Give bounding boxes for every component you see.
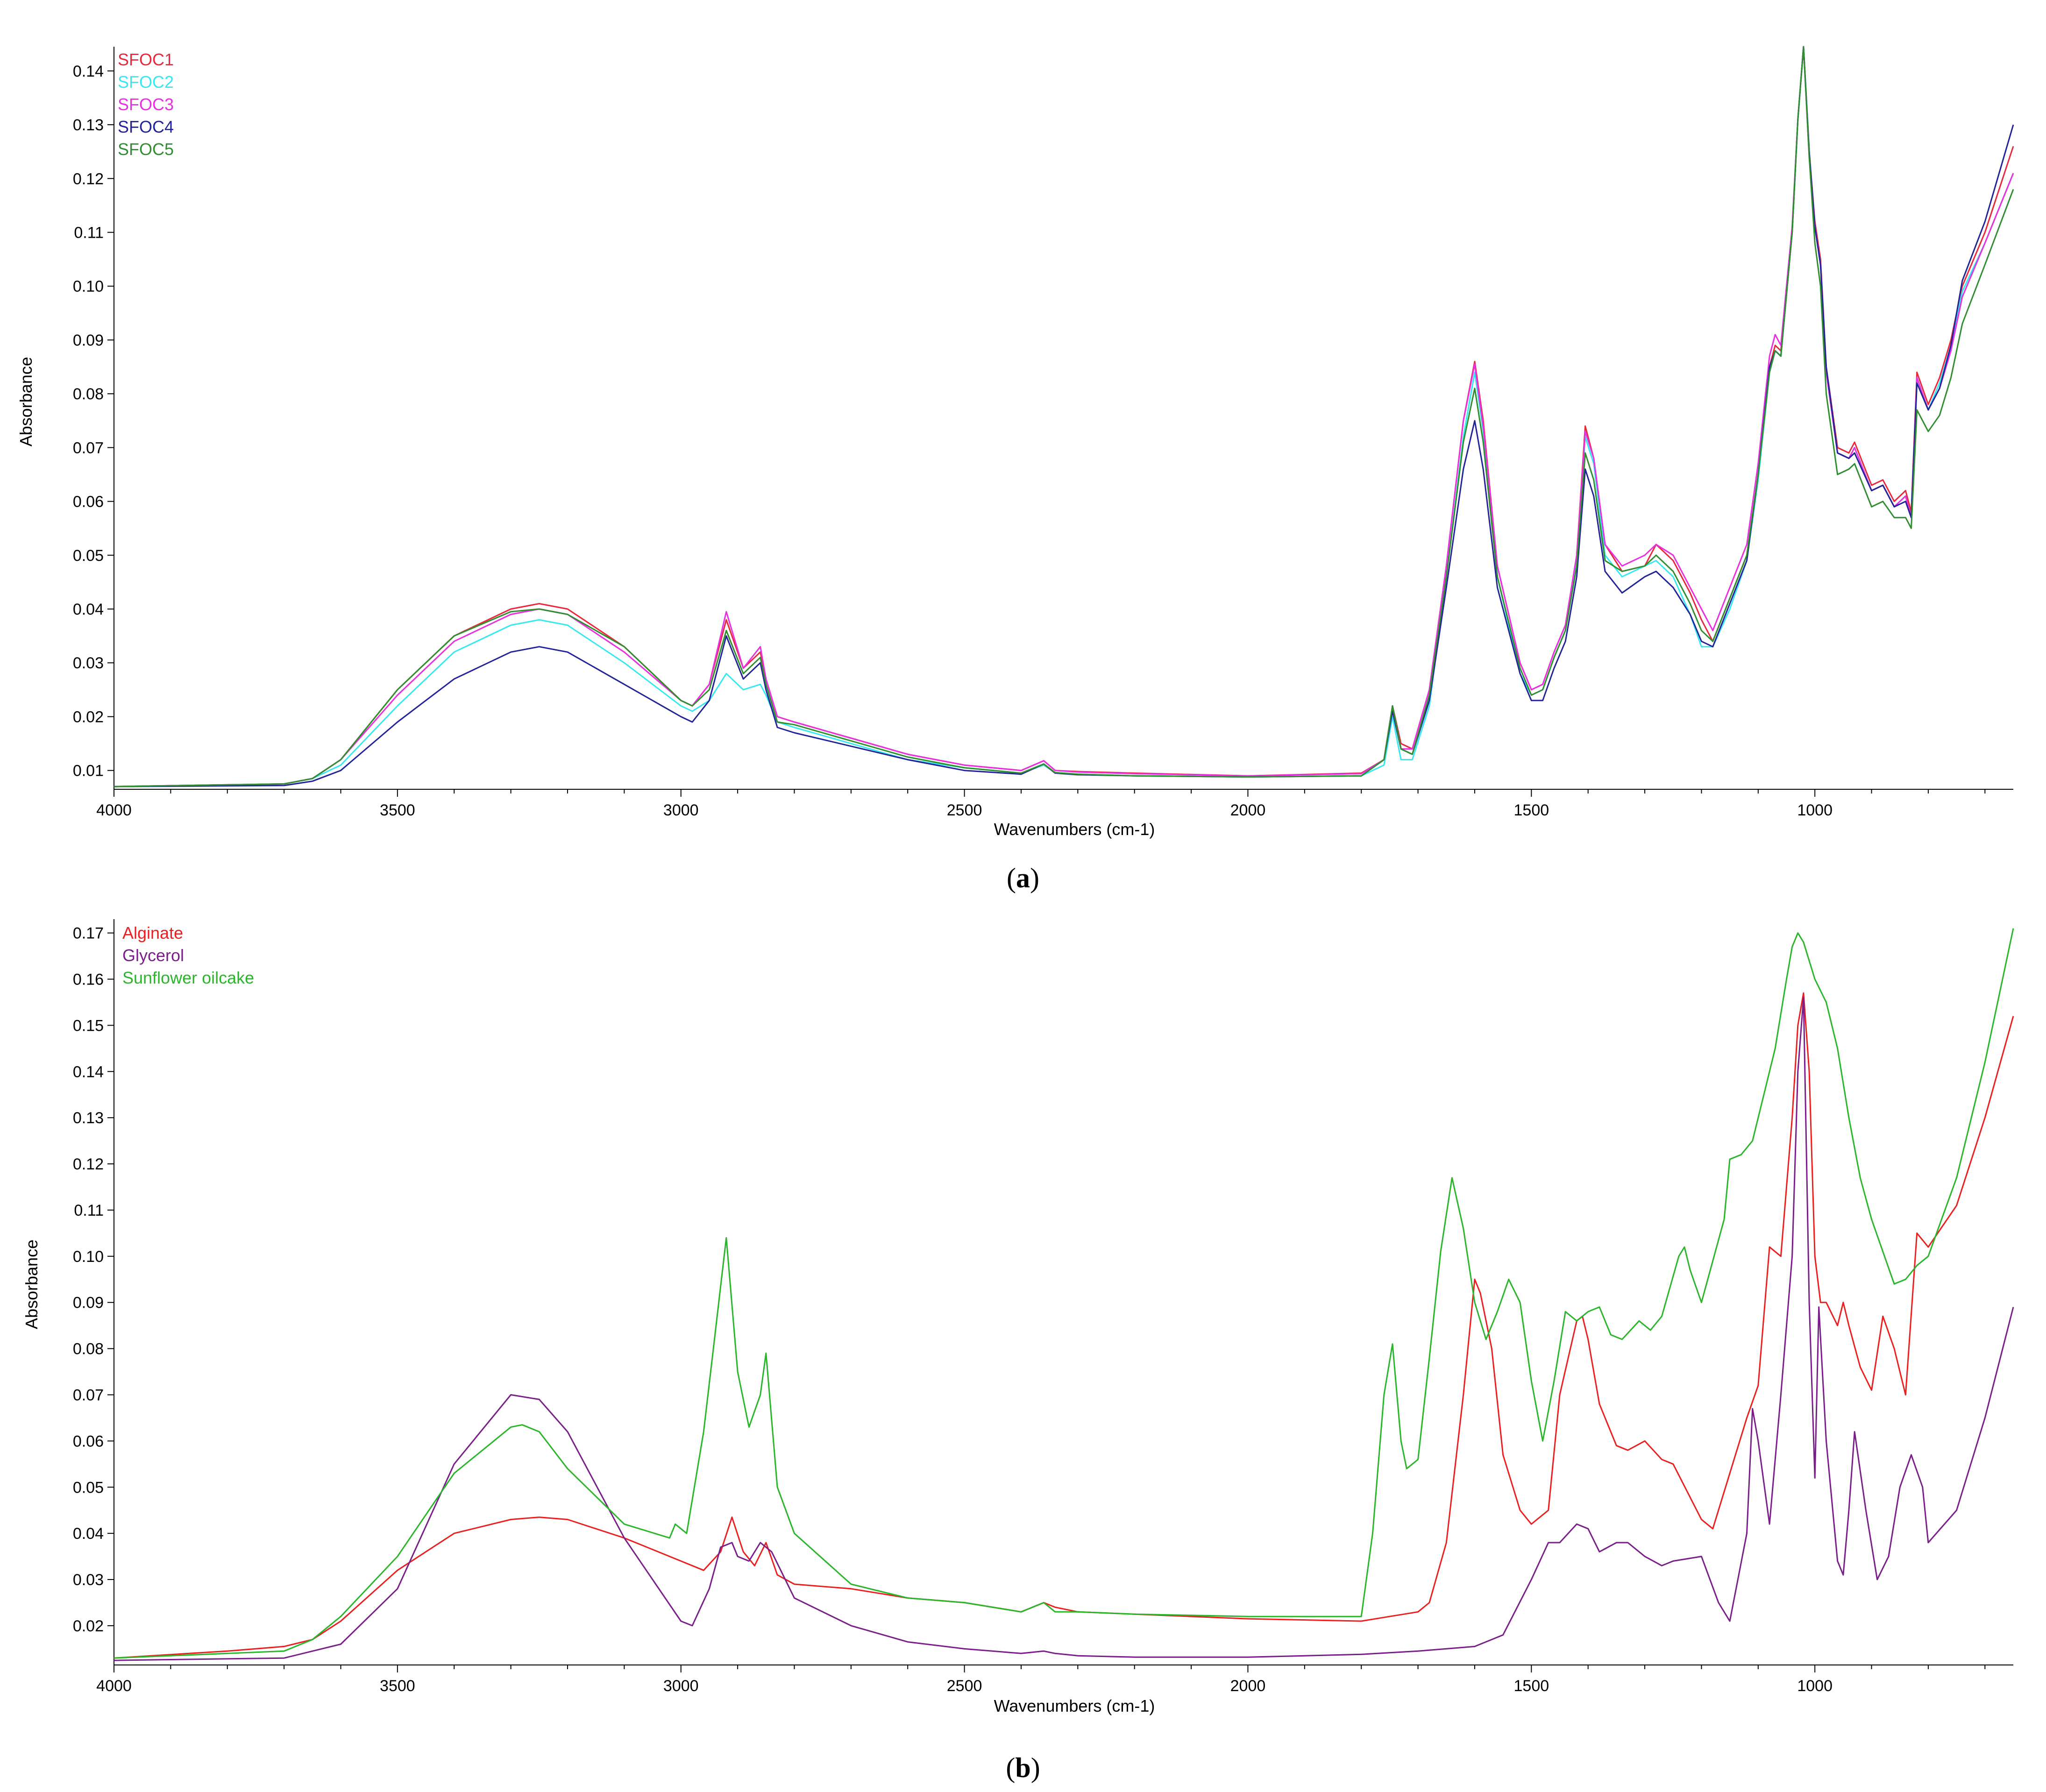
y-tick-label: 0.16 (73, 971, 104, 989)
y-tick-label: 0.06 (73, 1432, 104, 1450)
panel-caption-letter-a: a (1016, 863, 1030, 893)
x-axis-title-a: Wavenumbers (cm-1) (994, 820, 1155, 839)
y-tick-label: 0.02 (73, 1617, 104, 1635)
series-group-a (114, 46, 2014, 787)
axes-b (107, 919, 2013, 1672)
axes-a (107, 47, 2013, 797)
legend-entry-alginate: Alginate (122, 923, 183, 942)
legend-entry-sfoc3: SFOC3 (118, 95, 174, 114)
y-tick-label: 0.10 (73, 1248, 104, 1266)
tick-labels-a: 4000 3500 3000 2500 2000 1500 1000 0.01 0.02 0.03… (73, 63, 1833, 819)
panel-caption-letter-b: b (1015, 1752, 1030, 1783)
y-tick-label: 0.14 (73, 1063, 104, 1081)
y-tick-label: 0.11 (74, 1202, 104, 1219)
y-axis-title-b: Absorbance (22, 1240, 41, 1329)
series-line-alginate (114, 992, 2014, 1659)
y-tick-label: 0.08 (73, 385, 104, 403)
legend-entry-sfoc5: SFOC5 (118, 140, 174, 159)
y-tick-label: 0.11 (74, 224, 104, 242)
x-tick-label: 1500 (1514, 801, 1549, 819)
y-tick-label: 0.04 (73, 1525, 104, 1543)
x-tick-label: 3500 (380, 801, 415, 819)
series-line-sfoc5 (114, 46, 2014, 787)
y-tick-label: 0.03 (73, 1571, 104, 1589)
legend-a: SFOC1 SFOC2 SFOC3 SFOC4 SFOC5 (118, 50, 174, 159)
x-tick-label: 3000 (663, 801, 699, 819)
series-line-sfoc4 (114, 46, 2014, 787)
legend-entry-sunflower-oilcake: Sunflower oilcake (122, 968, 254, 987)
y-tick-label: 0.09 (73, 332, 104, 349)
panel-caption-a: (a) (1007, 863, 1039, 893)
y-tick-label: 0.03 (73, 654, 104, 672)
legend-b: Alginate Glycerol Sunflower oilcake (122, 923, 254, 987)
legend-entry-glycerol: Glycerol (122, 946, 184, 965)
y-tick-label: 0.05 (73, 547, 104, 565)
y-tick-label: 0.12 (73, 170, 104, 188)
y-tick-label: 0.12 (73, 1155, 104, 1173)
x-tick-label: 4000 (96, 801, 132, 819)
x-tick-label: 1500 (1514, 1677, 1549, 1695)
y-tick-label: 0.07 (73, 439, 104, 457)
y-tick-label: 0.04 (73, 601, 104, 618)
y-tick-label: 0.13 (73, 116, 104, 134)
chart-panel-a: SFOC1 SFOC2 SFOC3 SFOC4 SFOC5 4000 3500 3000 25… (16, 46, 2014, 893)
series-group-b (114, 928, 2014, 1661)
y-tick-label: 0.06 (73, 493, 104, 511)
x-tick-label: 4000 (96, 1677, 132, 1695)
y-tick-label: 0.02 (73, 708, 104, 726)
legend-entry-sfoc1: SFOC1 (118, 50, 174, 69)
y-tick-label: 0.07 (73, 1387, 104, 1404)
y-tick-label: 0.09 (73, 1294, 104, 1312)
x-tick-label: 2500 (947, 801, 982, 819)
y-tick-label: 0.10 (73, 278, 104, 296)
y-tick-label: 0.15 (73, 1017, 104, 1034)
chart-panel-b: Alginate Glycerol Sunflower oilcake 4000 35… (22, 919, 2014, 1783)
series-line-sunflower-oilcake (114, 928, 2014, 1659)
y-tick-label: 0.13 (73, 1109, 104, 1127)
x-tick-label: 1000 (1797, 801, 1833, 819)
legend-entry-sfoc2: SFOC2 (118, 72, 174, 92)
x-tick-label: 1000 (1797, 1677, 1833, 1695)
y-tick-label: 0.14 (73, 63, 104, 80)
x-tick-label: 2500 (947, 1677, 982, 1695)
x-tick-label: 2000 (1230, 1677, 1266, 1695)
y-tick-label: 0.05 (73, 1479, 104, 1496)
series-line-glycerol (114, 997, 2014, 1661)
y-tick-label: 0.17 (73, 925, 104, 942)
y-tick-label: 0.01 (73, 762, 104, 780)
legend-entry-sfoc4: SFOC4 (118, 117, 174, 136)
y-tick-label: 0.08 (73, 1340, 104, 1358)
y-axis-title-a: Absorbance (16, 357, 36, 446)
x-axis-title-b: Wavenumbers (cm-1) (994, 1696, 1155, 1715)
x-tick-label: 3000 (663, 1677, 699, 1695)
x-tick-label: 2000 (1230, 801, 1266, 819)
tick-labels-b: 4000 3500 3000 2500 2000 1500 1000 0.02 0.03 0.04… (73, 925, 1833, 1695)
panel-caption-b: (b) (1006, 1752, 1040, 1783)
x-tick-label: 3500 (380, 1677, 415, 1695)
